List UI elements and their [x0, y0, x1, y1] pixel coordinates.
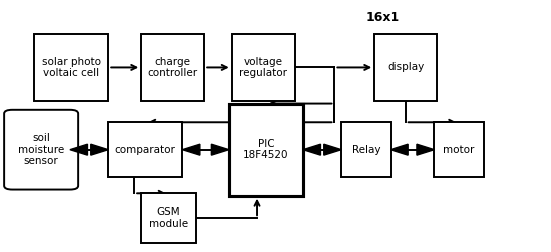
Text: soil
moisture
sensor: soil moisture sensor	[18, 133, 64, 166]
FancyBboxPatch shape	[141, 193, 196, 243]
Polygon shape	[70, 144, 88, 155]
Polygon shape	[324, 144, 341, 155]
FancyBboxPatch shape	[435, 122, 484, 177]
FancyBboxPatch shape	[34, 34, 109, 101]
Polygon shape	[212, 144, 229, 155]
Polygon shape	[303, 144, 321, 155]
Text: solar photo
voltaic cell: solar photo voltaic cell	[42, 57, 101, 78]
Text: charge
controller: charge controller	[148, 57, 198, 78]
Text: PIC
18F4520: PIC 18F4520	[243, 139, 289, 161]
FancyBboxPatch shape	[4, 110, 78, 190]
FancyBboxPatch shape	[109, 122, 182, 177]
FancyBboxPatch shape	[231, 34, 295, 101]
Text: display: display	[387, 62, 424, 72]
Text: comparator: comparator	[115, 145, 176, 155]
FancyBboxPatch shape	[374, 34, 437, 101]
Text: Relay: Relay	[352, 145, 380, 155]
Polygon shape	[391, 144, 408, 155]
Polygon shape	[417, 144, 435, 155]
Polygon shape	[91, 144, 109, 155]
FancyBboxPatch shape	[341, 122, 391, 177]
FancyBboxPatch shape	[229, 104, 303, 196]
Polygon shape	[182, 144, 200, 155]
Text: 16x1: 16x1	[365, 11, 399, 24]
Text: GSM
module: GSM module	[149, 207, 188, 229]
FancyBboxPatch shape	[141, 34, 204, 101]
Text: motor: motor	[444, 145, 475, 155]
Text: voltage
regulator: voltage regulator	[239, 57, 287, 78]
